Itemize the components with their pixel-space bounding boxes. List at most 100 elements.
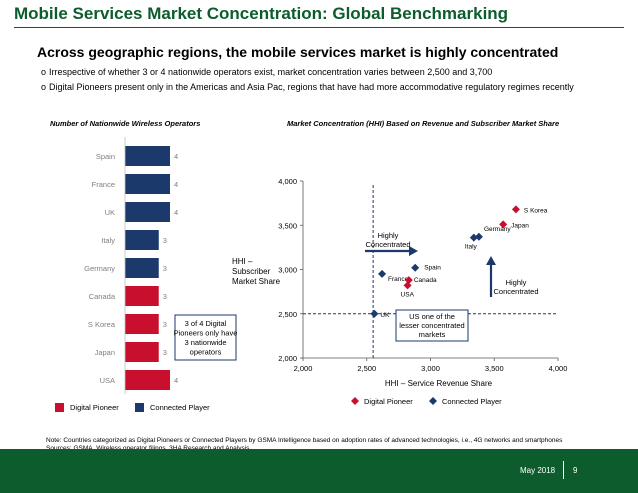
scatter-point bbox=[370, 309, 379, 318]
scatter-point bbox=[403, 281, 412, 290]
page-title: Mobile Services Market Concentration: Gl… bbox=[14, 4, 509, 23]
bar-category-label: Japan bbox=[95, 348, 115, 357]
scatter-point-label: Spain bbox=[424, 265, 441, 272]
bar-category-label: Canada bbox=[89, 292, 116, 301]
scatter-chart: 2,000 2,500 3,000 3,500 4,000 2,000 2,500 3,000… bbox=[232, 177, 568, 406]
scatter-point-label: France bbox=[388, 276, 409, 283]
x-tick-label: 3,500 bbox=[485, 364, 504, 373]
bar bbox=[125, 258, 159, 278]
bar bbox=[125, 230, 159, 250]
bullet-text: Irrespective of whether 3 or 4 nationwid… bbox=[49, 67, 493, 77]
y-axis-title: HHI – bbox=[232, 257, 253, 266]
scatter-point-label: Germany bbox=[484, 226, 511, 233]
legend-label: Digital Pioneer bbox=[364, 397, 413, 406]
bar-category-label: S Korea bbox=[88, 320, 116, 329]
us-note-text: lesser concentrated bbox=[399, 321, 464, 330]
annotation-box bbox=[174, 314, 237, 361]
connected-player-swatch bbox=[135, 403, 144, 412]
y-axis-title: Market Share bbox=[232, 277, 281, 286]
highly-concentrated-label-y: Concentrated bbox=[493, 287, 538, 296]
scatter-point bbox=[469, 233, 478, 242]
bullet-1: o Irrespective of whether 3 or 4 nationwi… bbox=[41, 67, 492, 77]
scatter-point-label: Italy bbox=[465, 244, 478, 251]
bullet-2: o Digital Pioneers present only in the Am… bbox=[41, 82, 574, 92]
legend-label: Connected Player bbox=[442, 397, 502, 406]
bar bbox=[125, 146, 170, 166]
scatter-point-label: Canada bbox=[414, 277, 437, 284]
bullet-marker: o bbox=[41, 82, 47, 92]
footnote-note: Note: Countries categorized as Digital P… bbox=[46, 437, 563, 444]
footer-date: May 2018 bbox=[520, 466, 556, 475]
scatter-point-label: UK bbox=[380, 312, 390, 319]
bar-chart: Spain 4 France 4 UK 4 Italy 3 Germany 3 Canada 3 S K… bbox=[84, 137, 238, 394]
bar-legend-connected-player: Connected Player bbox=[135, 403, 210, 412]
annotation-text: Pioneers only have bbox=[174, 329, 238, 338]
bullet-marker: o bbox=[41, 67, 47, 77]
us-note-text: US one of the bbox=[409, 312, 455, 321]
digital-pioneer-swatch bbox=[55, 403, 64, 412]
scatter-chart-title: Market Concentration (HHI) Based on Reve… bbox=[287, 119, 560, 128]
footer-bar bbox=[0, 449, 638, 493]
bar bbox=[125, 314, 159, 334]
bar-value-label: 3 bbox=[163, 320, 167, 329]
legend-label: Digital Pioneer bbox=[70, 403, 119, 412]
highly-concentrated-label-x: Highly bbox=[378, 231, 399, 240]
bar-category-label: Italy bbox=[101, 236, 115, 245]
bar-category-label: France bbox=[92, 180, 115, 189]
bar-value-label: 4 bbox=[174, 208, 178, 217]
scatter-point bbox=[511, 205, 520, 214]
footer-separator bbox=[563, 461, 564, 479]
footnote-sources: Sources: GSMA, Wireless operator filings… bbox=[46, 445, 249, 452]
scatter-point bbox=[499, 220, 508, 229]
annotation-text: 3 nationwide bbox=[184, 338, 226, 347]
title-divider bbox=[14, 27, 624, 28]
bar-value-label: 4 bbox=[174, 376, 178, 385]
bar bbox=[125, 174, 170, 194]
bar bbox=[125, 286, 159, 306]
page-number: 9 bbox=[573, 466, 578, 475]
highly-concentrated-label-x: Concentrated bbox=[365, 240, 410, 249]
highly-concentrated-label-y: Highly bbox=[506, 278, 527, 287]
bar-category-label: USA bbox=[100, 376, 115, 385]
y-tick-label: 2,500 bbox=[278, 310, 297, 319]
page-subtitle: Across geographic regions, the mobile se… bbox=[37, 44, 559, 60]
x-tick-label: 2,500 bbox=[357, 364, 376, 373]
y-tick-label: 2,000 bbox=[278, 354, 297, 363]
y-tick-label: 3,500 bbox=[278, 221, 297, 230]
bar-value-label: 3 bbox=[163, 292, 167, 301]
bar-value-label: 4 bbox=[174, 180, 178, 189]
bar-legend-digital-pioneer: Digital Pioneer bbox=[55, 403, 119, 412]
scatter-point-label: S Korea bbox=[524, 207, 548, 214]
bar-category-label: UK bbox=[105, 208, 115, 217]
scatter-point bbox=[474, 232, 483, 241]
legend-diamond bbox=[351, 397, 359, 405]
bar bbox=[125, 370, 170, 390]
us-note-text: markets bbox=[419, 330, 446, 339]
bar-chart-title: Number of Nationwide Wireless Operators bbox=[50, 119, 201, 128]
bar-value-label: 3 bbox=[163, 264, 167, 273]
scatter-point-label: Japan bbox=[511, 222, 529, 229]
x-tick-label: 3,000 bbox=[421, 364, 440, 373]
x-axis-title: HHI – Service Revenue Share bbox=[385, 379, 493, 388]
annotation-text: 3 of 4 Digital bbox=[185, 319, 227, 328]
bar bbox=[125, 202, 170, 222]
bar-category-label: Spain bbox=[96, 152, 115, 161]
scatter-point bbox=[411, 263, 420, 272]
legend-diamond bbox=[429, 397, 437, 405]
bar bbox=[125, 342, 159, 362]
annotation-text: operators bbox=[190, 348, 222, 357]
highly-concentrated-arrowhead-y bbox=[486, 256, 496, 265]
bar-value-label: 4 bbox=[174, 152, 178, 161]
x-tick-label: 2,000 bbox=[294, 364, 313, 373]
legend-label: Connected Player bbox=[150, 403, 210, 412]
scatter-point bbox=[378, 269, 387, 278]
scatter-point bbox=[404, 276, 413, 285]
bullet-text: Digital Pioneers present only in the Ame… bbox=[49, 82, 574, 92]
x-tick-label: 4,000 bbox=[549, 364, 568, 373]
scatter-point-label: USA bbox=[401, 291, 415, 298]
bar-value-label: 3 bbox=[163, 236, 167, 245]
bar-value-label: 3 bbox=[163, 348, 167, 357]
y-tick-label: 3,000 bbox=[278, 266, 297, 275]
y-axis-title: Subscriber bbox=[232, 267, 271, 276]
y-tick-label: 4,000 bbox=[278, 177, 297, 186]
